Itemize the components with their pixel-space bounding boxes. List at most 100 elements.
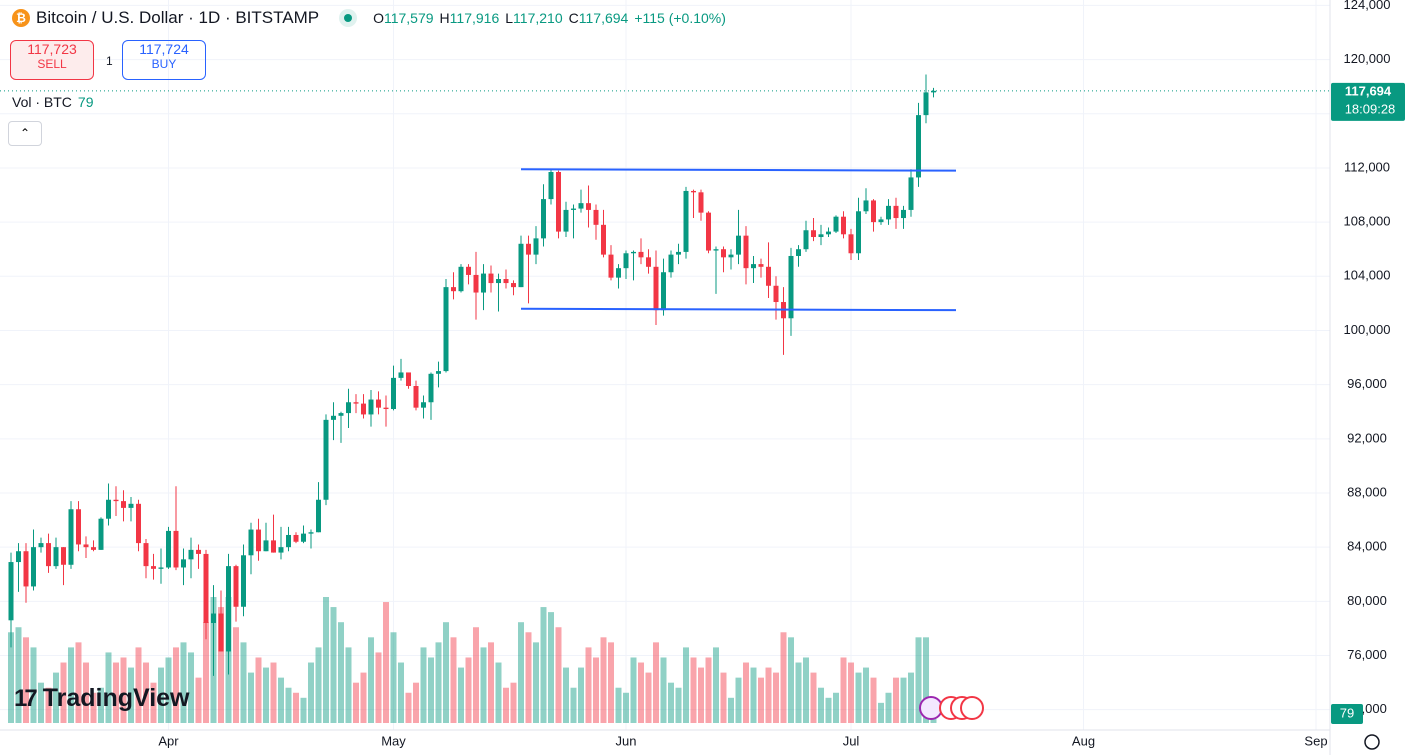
candle-body xyxy=(698,192,704,213)
volume-bar xyxy=(263,667,269,723)
volume-bar xyxy=(450,637,457,723)
candle-body xyxy=(571,208,576,210)
candle-body xyxy=(886,205,891,220)
symbol-header: ₿ Bitcoin / U.S. Dollar · 1D · BITSTAMP … xyxy=(12,8,732,28)
ohlc-value: 117,210 xyxy=(513,10,563,26)
volume-bar xyxy=(270,662,277,723)
candle-body xyxy=(173,530,179,568)
candle-body xyxy=(106,499,111,519)
volume-bar xyxy=(503,687,509,723)
candle-body xyxy=(803,230,809,250)
candle-body xyxy=(68,509,74,565)
logo-text: TradingView xyxy=(42,684,190,712)
ohlc-key: L xyxy=(505,10,514,26)
candle-body xyxy=(503,278,509,284)
candle-body xyxy=(226,566,231,652)
volume-bar xyxy=(435,642,442,723)
volume-bar xyxy=(660,657,667,723)
candle-body xyxy=(713,249,719,251)
candle-body xyxy=(691,190,696,193)
volume-bar xyxy=(323,597,329,723)
candle-body xyxy=(683,190,689,252)
candle-body xyxy=(608,254,614,278)
trend-line xyxy=(520,307,957,312)
volume-bar xyxy=(608,642,614,723)
volume-bar xyxy=(188,652,194,723)
volume-bar xyxy=(893,677,899,723)
collapse-button[interactable]: ⌃ xyxy=(8,121,42,146)
volume-bar xyxy=(683,647,689,723)
sell-button[interactable]: 117,723 SELL xyxy=(10,40,94,80)
candle-body xyxy=(83,544,89,548)
logo: 17 TradingView xyxy=(14,684,190,712)
candle-body xyxy=(496,278,501,284)
volume-bar xyxy=(83,662,89,723)
candle-body xyxy=(931,90,936,93)
candle-body xyxy=(901,209,906,219)
volume-bar xyxy=(150,682,157,723)
symbol-title[interactable]: Bitcoin / U.S. Dollar · 1D · BITSTAMP xyxy=(36,8,320,27)
volume-bar xyxy=(158,667,164,723)
y-tick-label: 92,000 xyxy=(1347,430,1387,445)
buy-button[interactable]: 117,724 BUY xyxy=(122,40,206,80)
candle-body xyxy=(818,234,824,238)
volume-bar xyxy=(120,657,127,723)
candle-body xyxy=(398,372,404,378)
candle-body xyxy=(526,243,531,255)
candle-body xyxy=(856,211,861,254)
candle-body xyxy=(308,532,314,534)
volume-bar xyxy=(803,657,809,723)
volume-bar xyxy=(398,662,404,723)
candle-body xyxy=(833,216,839,232)
ohlc-item: C117,694 xyxy=(569,10,629,26)
volume-bar xyxy=(930,719,937,723)
candle-body xyxy=(623,253,629,269)
volume-bar xyxy=(720,672,727,723)
candle-body xyxy=(923,92,929,116)
candle-body xyxy=(533,238,539,255)
candle-body xyxy=(796,249,801,256)
candle-body xyxy=(863,200,869,212)
volume-bar xyxy=(750,667,757,723)
y-tick-label: 84,000 xyxy=(1347,539,1387,554)
ohlc-value: 117,694 xyxy=(578,10,629,26)
volume-bar xyxy=(900,677,907,723)
candle-body xyxy=(383,407,389,410)
volume-bar xyxy=(30,647,37,723)
volume-bar xyxy=(353,682,359,723)
volume-bar xyxy=(315,647,322,723)
volume-bar xyxy=(218,607,224,723)
candle-body xyxy=(8,562,14,621)
y-tick-label: 120,000 xyxy=(1344,51,1391,66)
candle-body xyxy=(488,273,494,284)
volume-bar xyxy=(300,697,307,723)
candle-body xyxy=(706,212,711,251)
candle-body xyxy=(676,251,681,255)
volume-bar xyxy=(23,637,29,723)
volume-bar xyxy=(165,657,172,723)
candle-body xyxy=(31,547,36,587)
sell-label: SELL xyxy=(37,57,67,71)
candle-body xyxy=(278,547,284,553)
candle-body xyxy=(293,534,299,542)
candle-body xyxy=(361,403,366,415)
candle-body xyxy=(473,274,479,293)
volume-bar xyxy=(278,677,284,723)
candle-body xyxy=(751,264,756,269)
candle-body xyxy=(151,566,156,569)
volume-bar xyxy=(638,662,644,723)
volume-bar xyxy=(495,662,502,723)
volume-bar xyxy=(630,657,637,723)
event-icon xyxy=(960,696,984,720)
candle-body xyxy=(181,559,186,568)
candle-body xyxy=(826,231,831,235)
volume-value: 79 xyxy=(77,94,94,110)
volume-bar xyxy=(98,687,104,723)
ohlc: O117,579 H117,916 L117,210 C117,694 xyxy=(373,8,634,28)
candle-body xyxy=(631,251,636,254)
volume-bar xyxy=(113,662,119,723)
candle-body xyxy=(346,402,351,414)
volume-bar xyxy=(60,662,67,723)
volume-bar xyxy=(173,647,179,723)
